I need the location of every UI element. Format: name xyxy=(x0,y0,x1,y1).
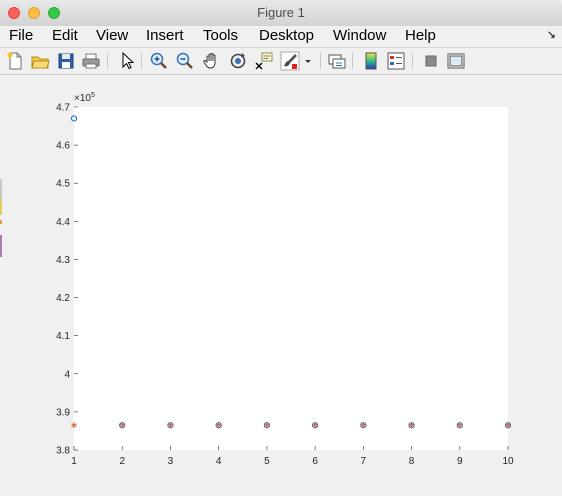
legend-icon[interactable] xyxy=(386,51,406,71)
brush-icon[interactable] xyxy=(280,51,300,71)
toolbar-separator xyxy=(141,53,142,69)
toolbar-separator xyxy=(352,53,353,69)
menu-bar: File Edit View Insert Tools Desktop Wind… xyxy=(0,26,562,48)
toolbar-separator xyxy=(320,53,321,69)
menu-help[interactable]: Help xyxy=(405,27,436,44)
dock-arrow-icon[interactable]: ↘ xyxy=(546,29,556,41)
menu-view[interactable]: View xyxy=(96,27,129,44)
data-point-asterisk xyxy=(456,422,463,429)
menu-tools[interactable]: Tools xyxy=(203,27,239,44)
pointer-icon[interactable] xyxy=(117,51,137,71)
figure-toolbar xyxy=(0,48,562,75)
data-point-asterisk xyxy=(264,422,270,429)
toolbar-separator xyxy=(107,53,108,69)
x-tick-label: 7 xyxy=(361,456,367,467)
menu-file[interactable]: File xyxy=(9,27,34,44)
save-icon[interactable] xyxy=(56,51,76,71)
zoom-out-icon[interactable] xyxy=(175,51,195,71)
y-tick-label: 3.8 xyxy=(56,446,70,457)
y-tick-label: 4.1 xyxy=(56,331,70,342)
scatter-plot: 3.8 3.9 4 4.1 4.2 4.3 4.4 4.5 4.6 4.7 1 2 3 4 5 6 7 8 9 10… xyxy=(56,92,514,467)
menu-window[interactable]: Window xyxy=(333,27,387,44)
y-tick-label: 3.9 xyxy=(56,407,70,418)
show-plot-tools-icon[interactable] xyxy=(446,51,466,71)
y-tick-label: 4.5 xyxy=(56,179,70,190)
data-point-asterisk xyxy=(408,422,415,429)
y-tick-label: 4 xyxy=(64,369,70,380)
new-figure-icon[interactable] xyxy=(5,51,25,71)
data-point-asterisk xyxy=(215,422,222,429)
x-tick-label: 8 xyxy=(409,456,415,467)
close-window-button[interactable] xyxy=(8,7,20,19)
data-point-asterisk xyxy=(505,422,511,429)
edge-strip xyxy=(0,179,2,199)
x-tick-label: 9 xyxy=(457,456,463,467)
minimize-window-button[interactable] xyxy=(28,7,40,19)
edge-strip xyxy=(0,220,2,224)
open-file-icon[interactable] xyxy=(30,51,50,71)
y-tick-label: 4.4 xyxy=(56,217,70,228)
colorbar-icon[interactable] xyxy=(361,51,381,71)
menu-insert[interactable]: Insert xyxy=(146,27,184,44)
y-exponent-label: ×105 xyxy=(74,92,95,104)
print-icon[interactable] xyxy=(81,51,101,71)
menu-desktop[interactable]: Desktop xyxy=(259,27,315,44)
data-point-circle xyxy=(70,115,78,122)
menu-edit[interactable]: Edit xyxy=(52,27,78,44)
data-point-asterisk xyxy=(312,422,318,429)
y-tick-label: 4.2 xyxy=(56,293,70,304)
data-cursor-icon[interactable] xyxy=(254,51,274,71)
x-tick-label: 4 xyxy=(216,456,222,467)
y-tick-label: 4.7 xyxy=(56,103,70,114)
window-title: Figure 1 xyxy=(257,5,305,20)
y-tick-label: 4.6 xyxy=(56,141,70,152)
figure-canvas[interactable]: 3.8 3.9 4 4.1 4.2 4.3 4.4 4.5 4.6 4.7 1 2 3 4 5 6 7 8 9 10… xyxy=(0,75,562,496)
edge-strip xyxy=(0,199,2,215)
axes-background[interactable] xyxy=(74,107,508,450)
edge-strip xyxy=(0,235,2,257)
rotate-3d-icon[interactable] xyxy=(228,51,248,71)
x-tick-label: 10 xyxy=(502,456,514,467)
hide-plot-tools-icon[interactable] xyxy=(421,51,441,71)
x-tick-label: 6 xyxy=(312,456,318,467)
x-tick-label: 5 xyxy=(264,456,270,467)
pan-icon[interactable] xyxy=(202,51,222,71)
data-point-asterisk xyxy=(119,422,126,429)
x-tick-label: 1 xyxy=(71,456,77,467)
x-tick-label: 2 xyxy=(119,456,125,467)
link-plot-icon[interactable] xyxy=(327,51,347,71)
x-tick-label: 3 xyxy=(168,456,174,467)
toolbar-separator xyxy=(412,53,413,69)
data-point-asterisk xyxy=(71,422,77,429)
zoom-in-icon[interactable] xyxy=(149,51,169,71)
data-point-asterisk xyxy=(167,422,174,429)
y-tick-label: 4.3 xyxy=(56,255,70,266)
maximize-window-button[interactable] xyxy=(48,7,60,19)
brush-dropdown-icon[interactable] xyxy=(303,51,313,71)
data-point-asterisk xyxy=(360,422,367,429)
title-bar[interactable]: Figure 1 xyxy=(0,0,562,27)
